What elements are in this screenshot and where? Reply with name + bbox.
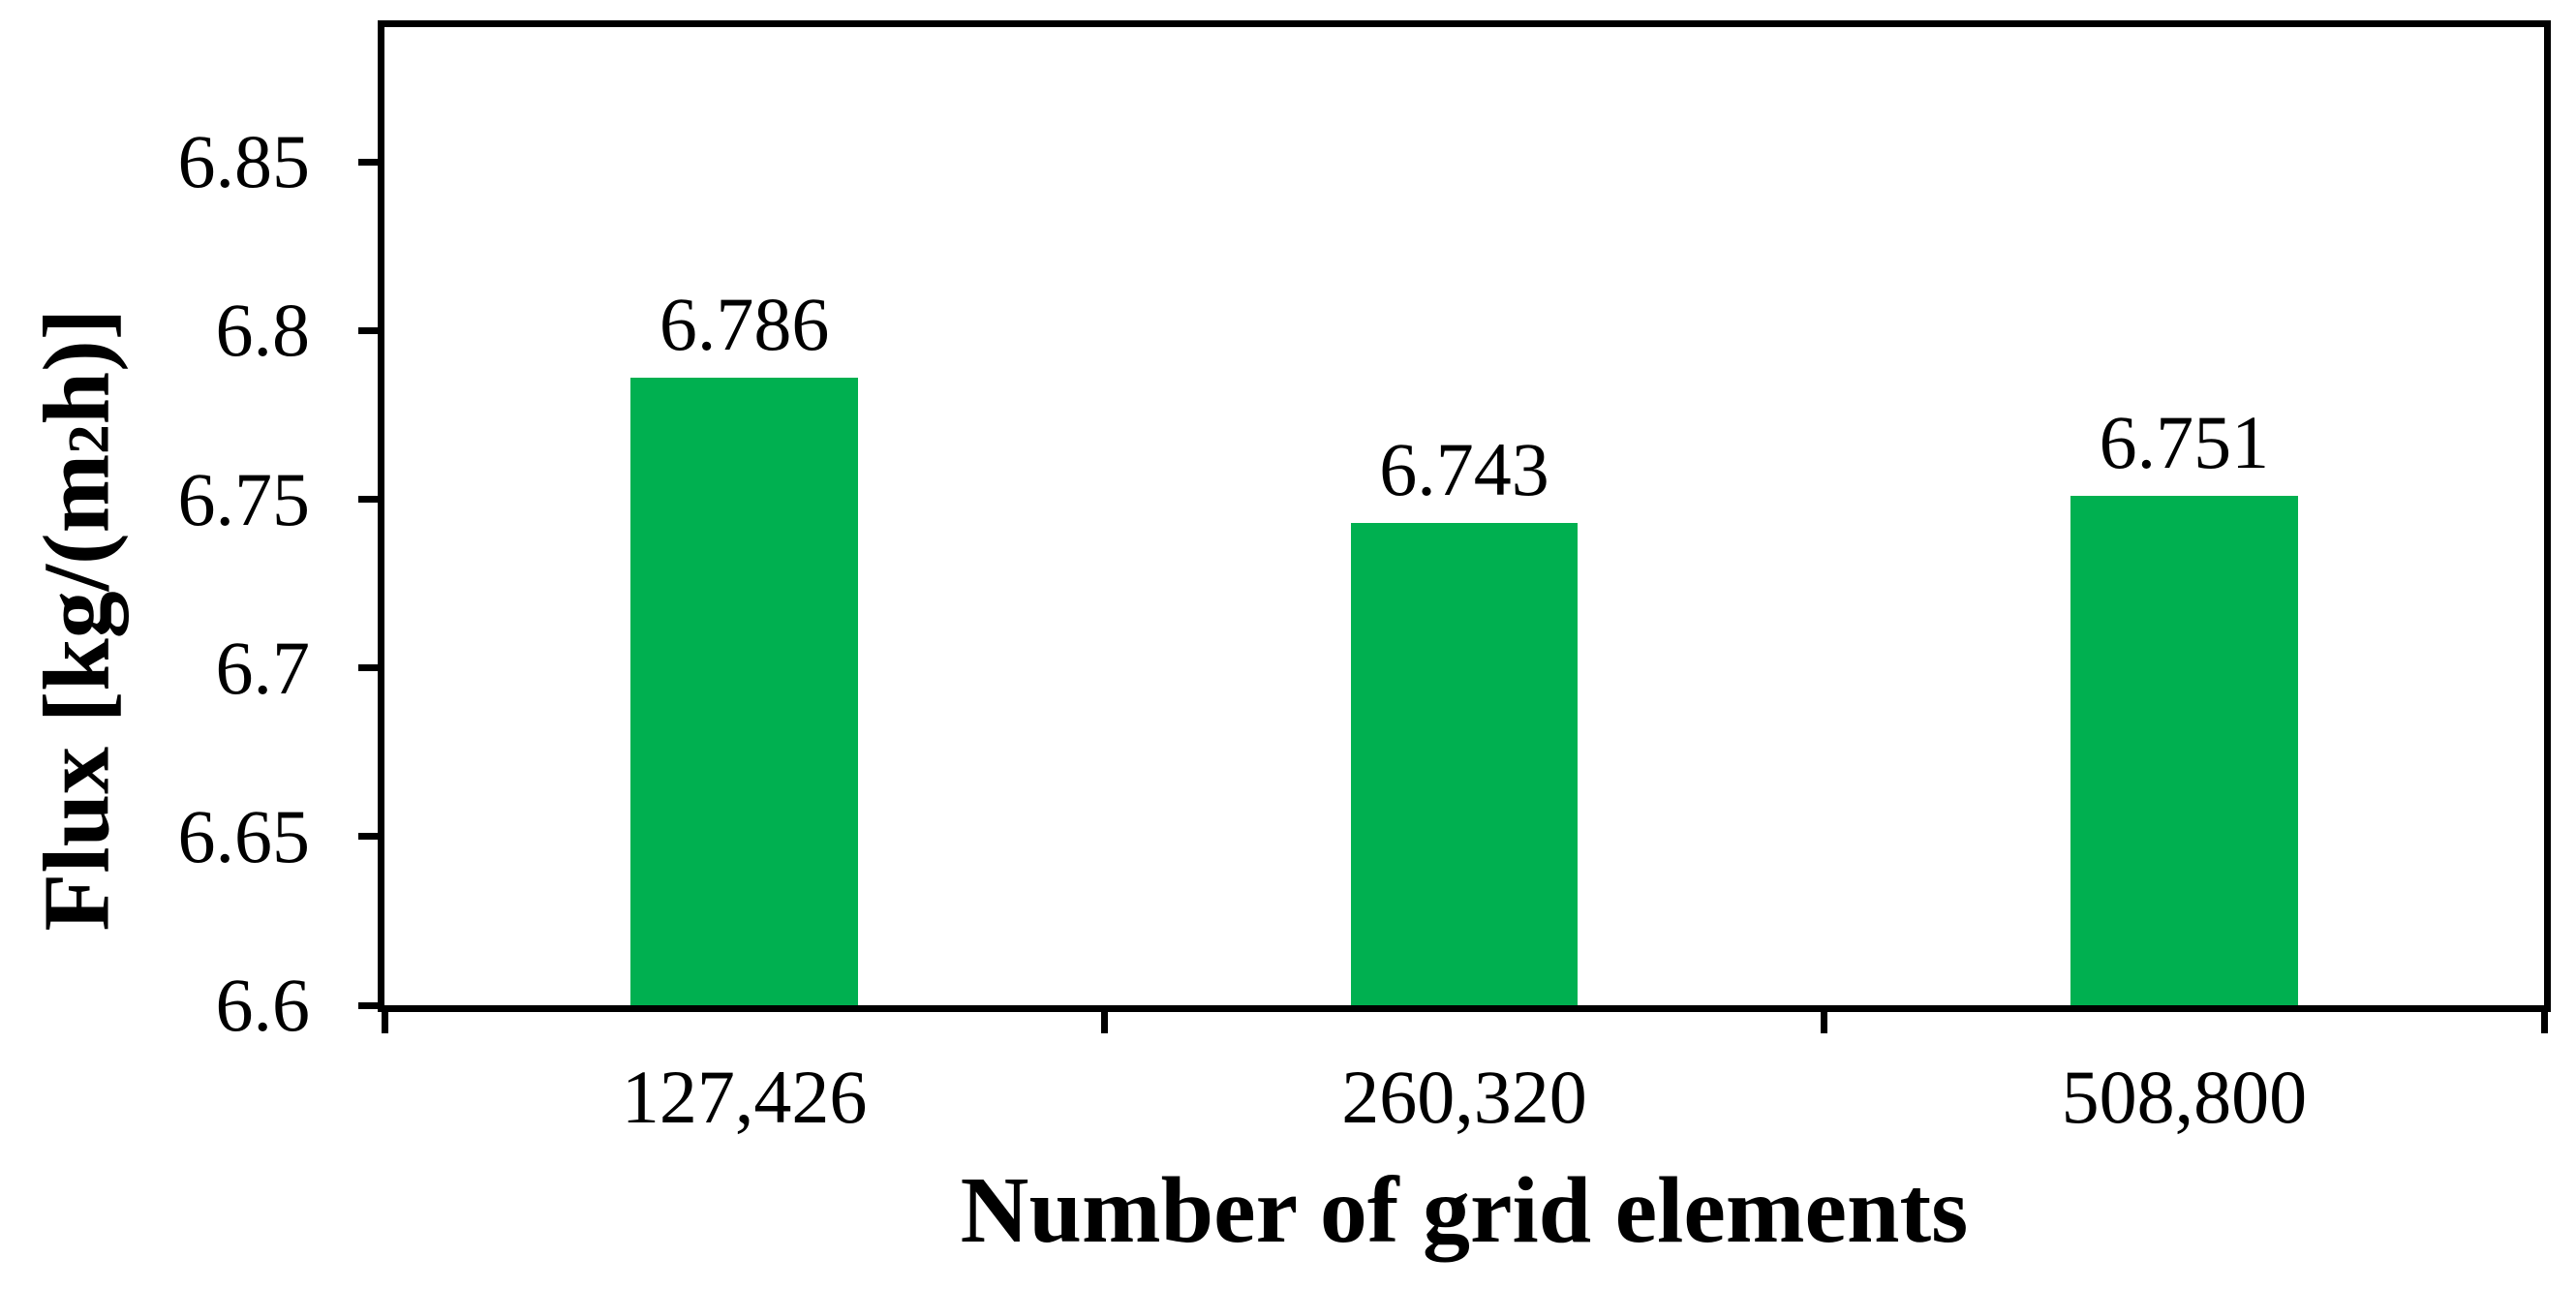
x-axis-tick — [381, 1005, 388, 1033]
x-axis-tick — [2540, 1005, 2548, 1033]
bar — [1350, 522, 1579, 1005]
plot-area: 6.6 6.65 6.7 6.75 6.8 6.85 6.786 127,426 6.743 26… — [178, 20, 2551, 1137]
bar — [630, 378, 859, 1005]
y-axis-tick — [358, 833, 384, 841]
y-axis-tick — [358, 664, 384, 672]
y-axis-title-superscript: 2 — [56, 424, 122, 454]
y-tick-label: 6.7 — [215, 625, 311, 710]
y-tick-label: 6.75 — [177, 456, 311, 541]
y-axis-tick — [358, 1001, 384, 1009]
y-axis-tick — [358, 158, 384, 166]
y-tick-label: 6.65 — [177, 793, 311, 878]
y-axis-tick — [358, 326, 384, 334]
bar — [2070, 496, 2298, 1005]
bar-value-label: 6.751 — [2099, 400, 2270, 485]
x-tick-label: 508,800 — [2061, 1055, 2308, 1139]
x-axis-title: Number of grid elements — [960, 1158, 1969, 1263]
x-axis-tick — [1821, 1005, 1828, 1033]
y-tick-label: 6.85 — [177, 119, 311, 204]
y-axis-tick — [358, 496, 384, 504]
y-tick-label: 6.8 — [215, 288, 311, 373]
bar-value-label: 6.786 — [659, 282, 830, 367]
x-axis-tick — [1100, 1005, 1108, 1033]
x-tick-label: 260,320 — [1341, 1055, 1587, 1139]
bar-value-label: 6.743 — [1379, 426, 1549, 511]
y-tick-label: 6.6 — [215, 963, 311, 1047]
x-tick-label: 127,426 — [621, 1055, 868, 1139]
